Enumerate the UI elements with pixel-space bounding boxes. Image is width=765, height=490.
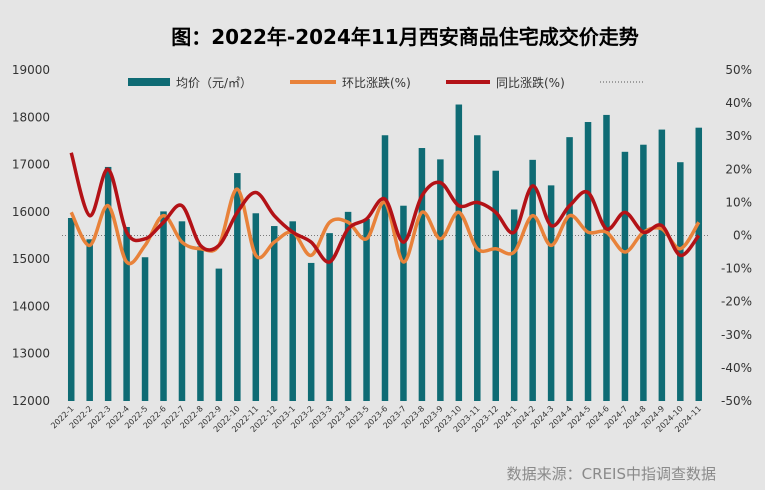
price-bar [695,127,703,401]
legend-label-yoy: 同比涨跌(%) [496,75,565,90]
price-bar [418,148,426,401]
source-note: 数据来源：CREIS中指调查数据 [507,465,716,483]
price-bar [621,151,629,401]
yoy-line [69,152,701,264]
price-bar [344,211,352,401]
right-tick-label: 20% [725,162,752,176]
right-tick-label: -40% [721,361,752,375]
left-tick-label: 16000 [12,205,50,219]
price-bar [234,173,241,401]
chart-title: 图：2022年-2024年11月西安商品住宅成交价走势 [171,25,638,49]
price-bar [658,129,666,401]
price-bar [455,104,463,402]
right-tick-label: 30% [725,129,752,143]
left-tick-label: 15000 [12,252,50,266]
price-bar [547,185,555,401]
price-bar [197,246,204,401]
right-tick-label: -30% [721,328,752,342]
price-bar [215,268,223,401]
price-bar [566,137,573,401]
price-bar [160,211,167,401]
x-axis: 2022-12022-22022-32022-42022-52022-62022… [49,404,703,434]
price-bar [510,209,518,401]
trend-lines [69,152,701,266]
left-tick-label: 18000 [12,110,50,124]
legend: 均价（元/㎡） 环比涨跌(%) 同比涨跌(%) [128,75,644,90]
left-tick-label: 17000 [12,158,50,172]
price-bar [584,122,592,401]
mom-line [69,187,701,266]
right-tick-label: 0% [733,229,752,243]
price-bar [677,162,684,401]
right-tick-label: 10% [725,195,752,209]
price-bar [474,135,481,402]
left-axis: 12000 13000 14000 15000 16000 17000 18000 19000 [12,63,50,408]
price-bar [104,166,112,401]
price-bar [326,233,333,401]
price-bar [640,144,647,401]
right-tick-label: -20% [721,295,752,309]
price-bar [529,159,536,401]
price-bar [271,226,278,401]
price-bar [437,159,444,401]
price-bar [307,262,315,401]
price-bar [123,226,130,401]
legend-swatch-price [128,78,170,86]
legend-label-price: 均价（元/㎡） [176,76,252,90]
price-bar [252,213,260,401]
price-bar [492,170,499,401]
price-bar [86,239,93,401]
price-bar [178,221,186,401]
price-bar [603,114,610,402]
price-bar [141,257,149,401]
right-axis: -50% -40% -30% -20% -10% 0% 10% 20% 30% 40% 50% [721,63,752,408]
left-tick-label: 19000 [12,63,50,77]
price-bar [400,205,407,401]
price-bar [289,221,296,401]
right-tick-label: 50% [725,63,752,77]
left-tick-label: 14000 [12,299,50,313]
right-tick-label: -10% [721,262,752,276]
price-bar [381,135,389,402]
right-tick-label: 40% [725,96,752,110]
price-bars [67,104,703,402]
left-tick-label: 12000 [12,394,50,408]
price-bar [67,218,75,401]
right-tick-label: -50% [721,394,752,408]
price-bar [363,218,370,401]
legend-label-mom: 环比涨跌(%) [342,75,411,90]
left-tick-label: 13000 [12,347,50,361]
